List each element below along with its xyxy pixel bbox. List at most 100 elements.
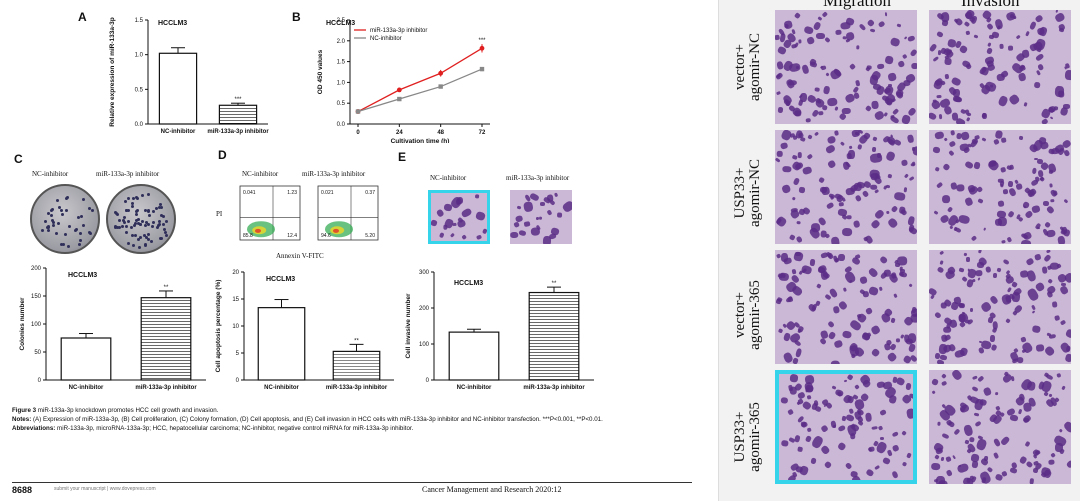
y-tick-label: 300 (419, 270, 430, 276)
stained-cell (892, 108, 900, 116)
colony-dot (157, 219, 161, 223)
colony-dot (64, 196, 68, 200)
colony-dot (164, 233, 168, 237)
stained-cell (806, 394, 812, 400)
stained-cell (970, 475, 977, 483)
stained-cell (1018, 136, 1024, 142)
stained-cell (1044, 221, 1052, 229)
stained-cell (978, 250, 982, 254)
stained-cell (460, 207, 473, 219)
stained-cell (990, 343, 997, 351)
colony-dot (46, 211, 50, 215)
significance-mark: *** (234, 97, 242, 103)
quadrant-ur: 0.37 (365, 190, 375, 196)
colony-dot (76, 215, 80, 219)
stained-cell (813, 399, 819, 407)
caption-abbr-line: Abbreviations: miR-133a-3p, microRNA-133… (12, 424, 692, 433)
page-footer: 8688 submit your manuscript | www.dovepr… (12, 482, 692, 496)
colony-dot (133, 221, 137, 225)
colony-dot (133, 233, 137, 237)
significance-mark: ** (552, 281, 557, 287)
stained-cell (930, 463, 941, 471)
column-header-invasion: Invasion (961, 0, 1020, 10)
bar-1 (140, 297, 192, 381)
x-category-label: NC-inhibitor (457, 385, 492, 391)
stained-cell (983, 227, 987, 232)
stained-cell (951, 76, 963, 87)
colony-dot (126, 208, 130, 212)
stained-cell (821, 104, 828, 111)
cell-population-peak (255, 228, 261, 233)
stained-cell (867, 447, 873, 453)
stained-cell (988, 34, 995, 40)
stained-cell (904, 173, 910, 178)
colony-dot (41, 228, 45, 232)
stained-cell (786, 409, 794, 416)
stained-cell (995, 392, 999, 396)
colony-dot (139, 235, 143, 239)
stained-cell (847, 149, 855, 159)
colony-dot (49, 214, 53, 218)
stained-cell (834, 388, 844, 398)
stained-cell (474, 211, 486, 222)
colony-dot (115, 226, 119, 230)
stained-cell (1015, 34, 1021, 40)
stained-cell (1056, 235, 1066, 244)
y-tick-label: 100 (419, 342, 430, 348)
stained-cell (799, 136, 806, 143)
point-0-3 (479, 45, 485, 51)
stained-cell (822, 86, 830, 95)
stained-cell (1059, 319, 1067, 326)
stained-cell (821, 424, 829, 433)
stained-cell (450, 232, 455, 237)
y-tick-label: 0.5 (337, 101, 346, 107)
stained-cell (791, 28, 796, 35)
stained-cell (791, 268, 797, 275)
quadrant-ul: 0.021 (321, 190, 334, 196)
stained-cell (824, 401, 833, 410)
colony-dot (154, 207, 158, 211)
stained-cell (540, 201, 546, 206)
stained-cell (843, 270, 857, 285)
panel-letter-b: B (292, 10, 301, 24)
quadrant-lr: 12.4 (287, 233, 297, 239)
stained-cell (869, 28, 876, 34)
row-label-4-line2: agomir-365 (747, 402, 763, 472)
colony-dot (58, 205, 61, 209)
stained-cell (800, 421, 806, 427)
y-tick-label: 150 (31, 294, 42, 300)
stained-cell (794, 41, 800, 48)
panel-letter-d: D (218, 148, 227, 162)
y-axis-title: Cell invasive number (405, 293, 412, 358)
flow-label-inhibitor: miR-133a-3p inhibitor (302, 170, 366, 178)
stained-cell (1002, 188, 1009, 195)
point-0-1 (396, 87, 402, 93)
stained-cell (870, 347, 881, 358)
stained-cell (966, 117, 971, 123)
submit-link[interactable]: submit your manuscript | www.dovepress.c… (54, 486, 156, 492)
stained-cell (1035, 27, 1045, 36)
stained-cell (1029, 178, 1039, 187)
stained-cell (907, 134, 915, 143)
colony-dot (130, 204, 134, 208)
stained-cell (1036, 62, 1045, 71)
colony-dot (163, 227, 167, 231)
stained-cell (877, 20, 886, 28)
stained-cell (970, 308, 974, 313)
stained-cell (797, 446, 804, 453)
stained-cell (829, 236, 840, 244)
stained-cell (1064, 353, 1071, 363)
stained-cell (828, 68, 842, 81)
y-tick-label: 100 (31, 322, 42, 328)
stained-cell (833, 256, 840, 263)
stained-cell (872, 136, 878, 142)
stained-cell (1024, 30, 1030, 37)
y-tick-label: 0 (426, 378, 430, 384)
dish-label-inhibitor: miR-133a-3p inhibitor (96, 170, 160, 178)
point-1-1 (397, 96, 402, 102)
stained-cell (993, 137, 1000, 145)
legend-label-0: miR-133a-3p inhibitor (370, 28, 427, 34)
stained-cell (820, 444, 831, 455)
stained-cell (1007, 210, 1016, 219)
stained-cell (901, 53, 908, 60)
